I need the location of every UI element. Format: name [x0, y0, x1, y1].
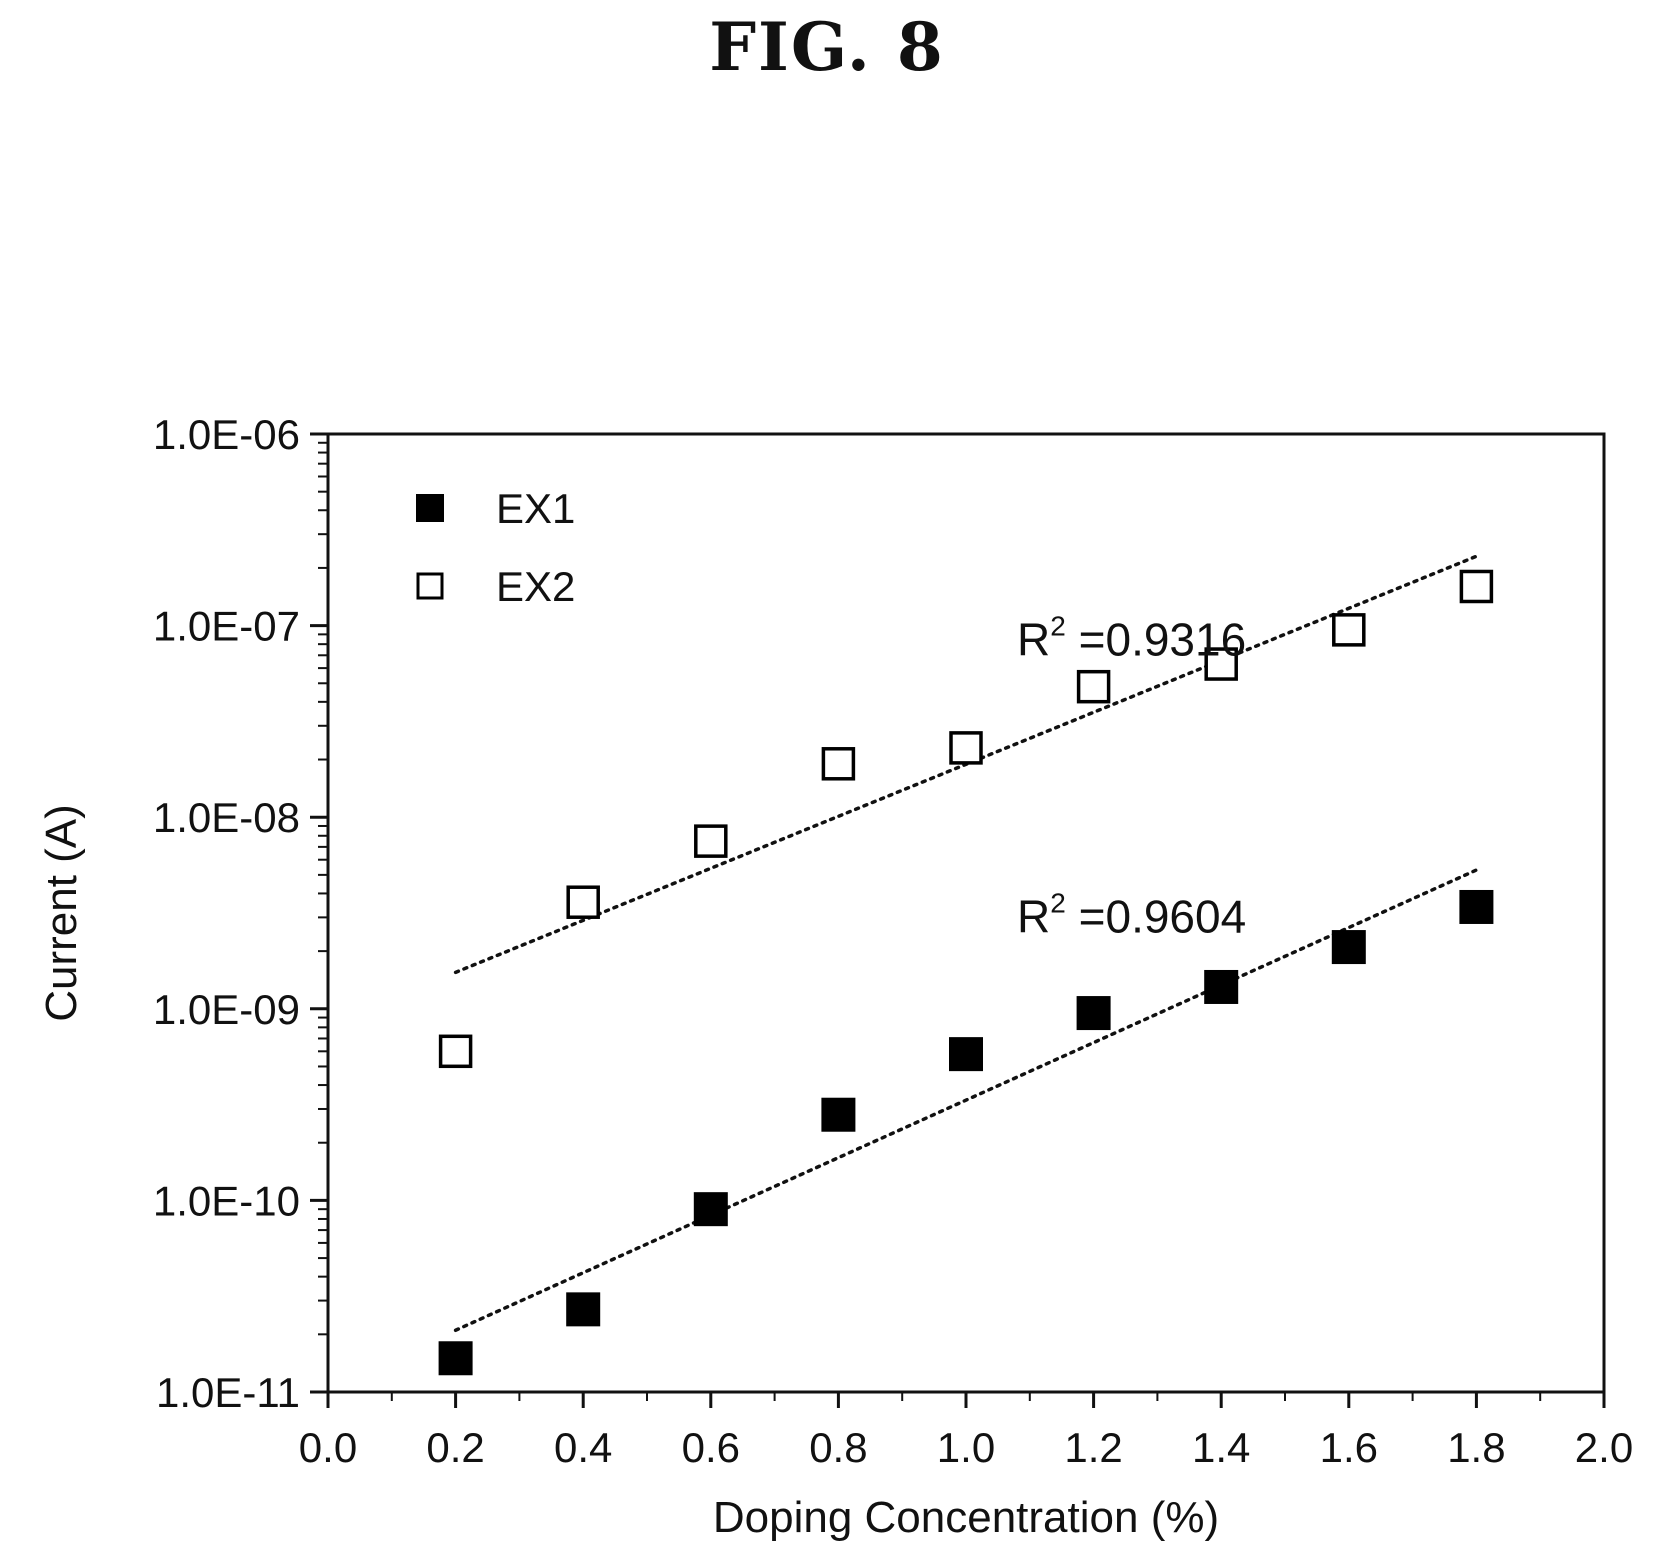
point-ex1	[1331, 930, 1366, 965]
x-tick-label: 0.4	[554, 1424, 612, 1471]
point-ex1	[1076, 996, 1111, 1031]
y-tick-labels: 1.0E-11 1.0E-10 1.0E-09 1.0E-08 1.0E-07 1.0E-…	[153, 411, 300, 1416]
r-squared-ex1: R2 =0.9604	[1017, 888, 1246, 943]
point-ex2	[694, 824, 728, 858]
point-ex1	[949, 1037, 983, 1072]
point-ex2	[566, 885, 600, 919]
point-ex1	[1204, 969, 1239, 1004]
data-points	[438, 569, 1494, 1376]
point-ex2	[438, 1034, 473, 1069]
x-tick-label: 1.2	[1064, 1424, 1122, 1471]
y-tick-label: 1.0E-08	[153, 794, 300, 841]
x-tick-label: 2.0	[1575, 1424, 1633, 1471]
major-ticks	[310, 432, 1606, 1408]
point-ex1	[1459, 889, 1494, 924]
point-ex2	[1076, 669, 1111, 704]
y-tick-label: 1.0E-07	[153, 603, 300, 650]
x-tick-label: 0.8	[809, 1424, 867, 1471]
x-tick-labels: 0.0 0.2 0.4 0.6 0.8 1.0 1.2 1.4 1.6 1.8 2.0	[299, 1424, 1633, 1471]
x-tick-label: 0.6	[682, 1424, 740, 1471]
point-ex1	[438, 1341, 473, 1376]
x-tick-label: 1.8	[1447, 1424, 1505, 1471]
legend-label-ex2: EX2	[496, 563, 575, 610]
minor-ticks	[318, 441, 1542, 1401]
legend-marker-ex1	[416, 494, 444, 522]
legend: EX1 EX2	[416, 485, 575, 610]
y-tick-label: 1.0E-10	[153, 1177, 300, 1224]
point-ex2	[821, 747, 856, 781]
point-ex1	[693, 1192, 728, 1227]
y-tick-label: 1.0E-11	[156, 1369, 300, 1416]
trendline-ex1	[453, 868, 1479, 1333]
legend-marker-ex2	[416, 572, 444, 600]
figure-title: FIG. 8	[709, 8, 945, 86]
trendlines	[453, 554, 1479, 1333]
y-tick-label: 1.0E-06	[153, 411, 300, 458]
legend-label-ex1: EX1	[496, 485, 575, 532]
x-tick-label: 1.0	[937, 1424, 995, 1471]
x-tick-label: 0.0	[299, 1424, 357, 1471]
point-ex2	[1332, 613, 1366, 647]
point-ex1	[566, 1292, 601, 1327]
y-tick-label: 1.0E-09	[153, 986, 300, 1033]
point-ex2	[949, 731, 983, 765]
x-tick-label: 1.6	[1320, 1424, 1378, 1471]
x-tick-label: 1.4	[1192, 1424, 1250, 1471]
x-tick-label: 0.2	[426, 1424, 484, 1471]
point-ex1	[821, 1097, 856, 1132]
y-axis-label: Current (A)	[37, 804, 86, 1022]
point-ex2	[1204, 647, 1238, 681]
x-axis-label: Doping Concentration (%)	[713, 1493, 1219, 1542]
r-squared-ex2: R2 =0.9316	[1017, 610, 1246, 665]
annotations: R2 =0.9604 R2 =0.9316	[1017, 610, 1246, 942]
point-ex2	[1459, 569, 1494, 604]
